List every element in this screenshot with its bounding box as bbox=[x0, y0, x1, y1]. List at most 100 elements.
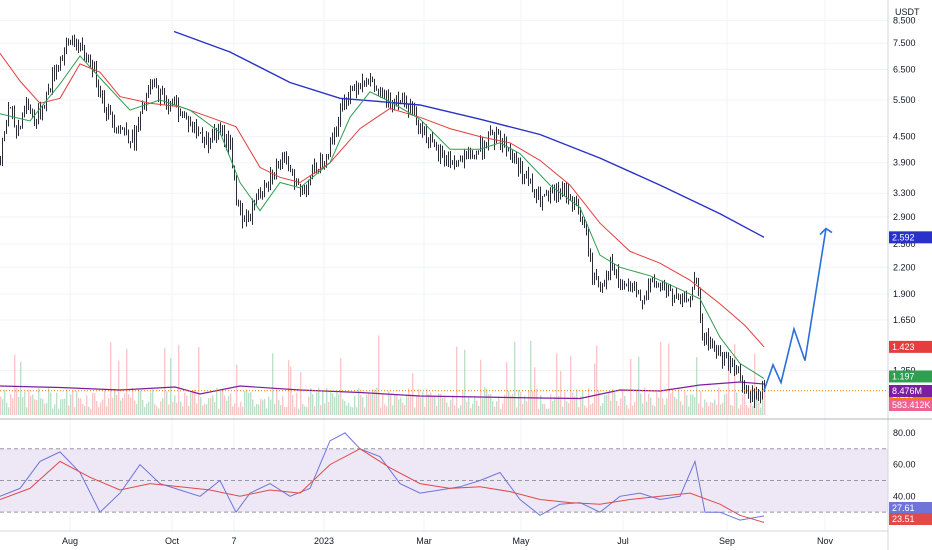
volume-bar bbox=[26, 407, 28, 415]
volume-bar bbox=[728, 354, 730, 415]
volume-bar bbox=[740, 404, 742, 415]
volume-bar bbox=[434, 396, 436, 415]
volume-bar bbox=[0, 396, 2, 415]
volume-bar bbox=[518, 389, 520, 415]
volume-bar bbox=[644, 387, 646, 415]
volume-bar bbox=[316, 392, 318, 415]
volume-bar bbox=[538, 408, 540, 415]
volume-bar bbox=[50, 392, 52, 415]
volume-bar bbox=[500, 408, 502, 415]
volume-bar bbox=[548, 408, 550, 415]
volume-bar bbox=[572, 392, 574, 415]
volume-bar bbox=[318, 387, 320, 415]
volume-bar bbox=[446, 402, 448, 415]
volume-bar bbox=[174, 395, 176, 415]
volume-bar bbox=[576, 389, 578, 415]
volume-bar bbox=[254, 406, 256, 415]
volume-bar bbox=[242, 406, 244, 415]
volume-bar bbox=[2, 399, 4, 415]
volume-bar bbox=[504, 394, 506, 415]
volume-bar bbox=[268, 396, 270, 415]
volume-bar bbox=[578, 407, 580, 415]
price-tick-label: 8.500 bbox=[893, 15, 916, 25]
volume-bar bbox=[466, 402, 468, 415]
volume-bar bbox=[382, 394, 384, 415]
volume-bar bbox=[714, 399, 716, 415]
volume-bar bbox=[654, 406, 656, 415]
volume-bar bbox=[284, 406, 286, 415]
volume-bar bbox=[276, 389, 278, 415]
volume-bar bbox=[68, 405, 70, 415]
volume-bar bbox=[498, 397, 500, 415]
volume-bar bbox=[334, 396, 336, 415]
rsi-axis[interactable]: 80.00 60.00 40.00 bbox=[893, 428, 916, 501]
volume-bar bbox=[22, 396, 24, 415]
volume-bar bbox=[478, 405, 480, 415]
rsi-line bbox=[0, 432, 765, 521]
time-tick-label: Aug bbox=[62, 536, 78, 546]
time-tick-label: 7 bbox=[231, 536, 236, 546]
volume-bar bbox=[692, 394, 694, 415]
volume-bar bbox=[138, 389, 140, 415]
volume-bar bbox=[292, 395, 294, 415]
volume-bar bbox=[366, 394, 368, 415]
volume-bar bbox=[274, 403, 276, 415]
volume-bar bbox=[658, 397, 660, 415]
volume-bar bbox=[140, 390, 142, 415]
volume-bar bbox=[686, 394, 688, 415]
volume-bar bbox=[354, 396, 356, 415]
price-axis[interactable]: 8.500 7.500 6.500 5.500 4.500 3.900 3.300 2.900… bbox=[893, 15, 916, 375]
volume-bar bbox=[202, 405, 204, 415]
volume-bar bbox=[194, 389, 196, 415]
volume-bar bbox=[474, 397, 476, 415]
volume-bar bbox=[404, 405, 406, 415]
volume-bar bbox=[240, 401, 242, 415]
volume-bar bbox=[110, 342, 112, 415]
volume-bar bbox=[386, 406, 388, 415]
time-axis[interactable]: Aug Oct 7 2023 Mar May Jul Sep Nov bbox=[62, 536, 834, 546]
volume-bar bbox=[252, 399, 254, 415]
volume-bar bbox=[570, 356, 572, 415]
volume-bar bbox=[592, 402, 594, 415]
volume-bar bbox=[356, 407, 358, 415]
volume-bar bbox=[448, 406, 450, 415]
volume-bar bbox=[650, 397, 652, 415]
volume-bar bbox=[16, 387, 18, 415]
volume-bar bbox=[86, 395, 88, 415]
volume-bar bbox=[614, 392, 616, 415]
volume-bar bbox=[564, 392, 566, 415]
volume-bar bbox=[528, 389, 530, 415]
volume-bar bbox=[450, 400, 452, 415]
volume-bar bbox=[670, 393, 672, 415]
volume-bar bbox=[360, 395, 362, 415]
volume-bar bbox=[700, 391, 702, 415]
volume-bar bbox=[118, 360, 120, 415]
volume-bar bbox=[278, 399, 280, 415]
volume-bar bbox=[300, 372, 302, 415]
volume-bar bbox=[568, 403, 570, 415]
volume-bar bbox=[320, 405, 322, 415]
ema-fast-price-label: 1.197 bbox=[892, 371, 915, 381]
volume-bar bbox=[148, 401, 150, 415]
volume-bar bbox=[120, 400, 122, 415]
volume-bar bbox=[56, 392, 58, 415]
volume-bar bbox=[122, 397, 124, 415]
time-tick-label: May bbox=[512, 536, 530, 546]
volume-bar bbox=[270, 399, 272, 415]
volume-bar bbox=[324, 403, 326, 415]
volume-bar bbox=[256, 404, 258, 415]
volume-bar bbox=[160, 401, 162, 415]
volume-bar bbox=[596, 345, 598, 415]
volume-bar bbox=[234, 403, 236, 415]
volume-bar bbox=[150, 392, 152, 415]
volume-bar bbox=[344, 401, 346, 415]
volume-bar bbox=[236, 364, 238, 415]
volume-bar bbox=[228, 395, 230, 415]
volume-bar bbox=[368, 393, 370, 415]
volume-bar bbox=[74, 407, 76, 415]
price-tick-label: 5.500 bbox=[893, 95, 916, 105]
volume-bar bbox=[580, 396, 582, 415]
volume-bar bbox=[352, 407, 354, 415]
volume-bar bbox=[82, 403, 84, 415]
